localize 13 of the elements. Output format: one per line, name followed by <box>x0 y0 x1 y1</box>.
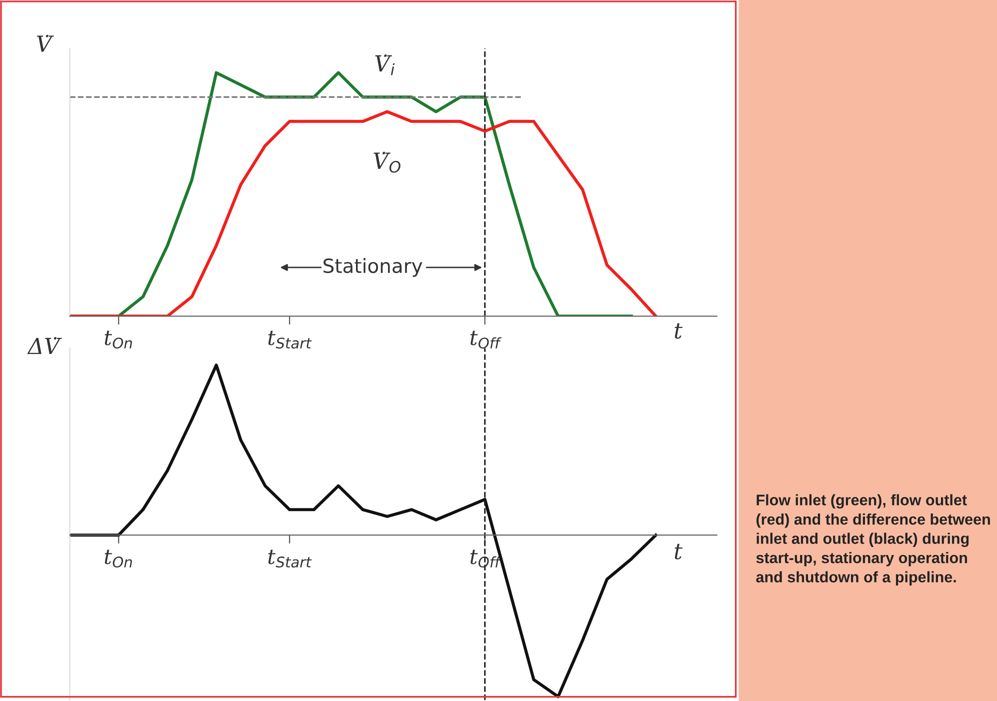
x-axis-title: t <box>674 544 683 560</box>
x-axis-title: t <box>674 323 683 339</box>
annotation: V̇$_{O}$ <box>374 152 400 173</box>
annotation: V̇$_{i}$ <box>375 54 395 76</box>
x-tick-label: t$_{On}$ <box>104 330 132 349</box>
y-axis-title: ΔV̇ <box>27 337 62 354</box>
x-tick-label: t$_{Start}$ <box>268 550 312 568</box>
annotation: Stationary <box>324 258 422 277</box>
x-tick-label: t$_{On}$ <box>104 550 132 568</box>
x-tick-label: t$_{Off}$ <box>470 330 502 349</box>
y-axis-title: V̇ <box>37 34 54 52</box>
text: Flow inlet (green), flow outlet (red) and the difference between inlet and outlet (black) during start-up, stationary operation and shutdown of a pipeline. <box>756 494 990 586</box>
x-tick-label: t$_{Start}$ <box>268 330 312 349</box>
